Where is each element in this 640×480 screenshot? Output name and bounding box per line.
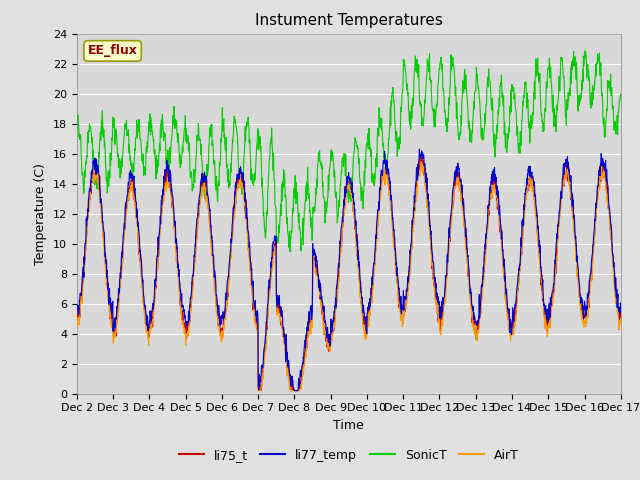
Title: Instument Temperatures: Instument Temperatures — [255, 13, 443, 28]
X-axis label: Time: Time — [333, 419, 364, 432]
Y-axis label: Temperature (C): Temperature (C) — [35, 163, 47, 264]
Text: EE_flux: EE_flux — [88, 44, 138, 58]
Legend: li75_t, li77_temp, SonicT, AirT: li75_t, li77_temp, SonicT, AirT — [173, 444, 524, 467]
